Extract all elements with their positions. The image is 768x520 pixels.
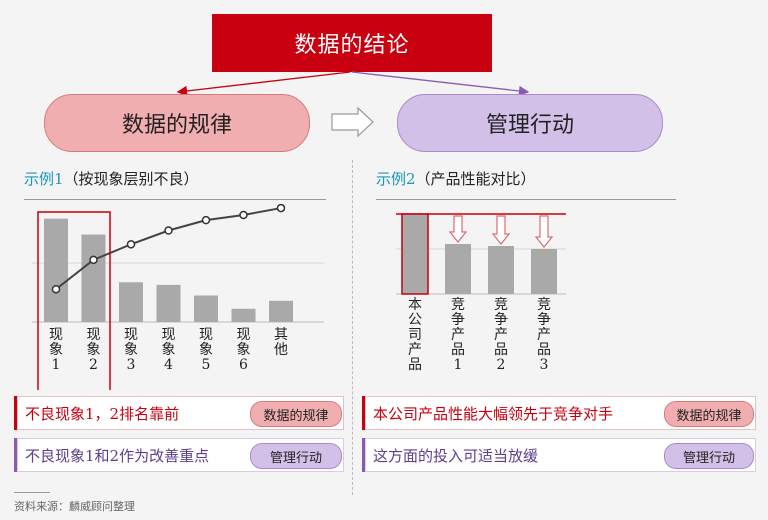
cumulative-point	[164, 226, 173, 235]
pareto-chart	[32, 203, 324, 390]
pattern-pill: 数据的规律	[44, 94, 310, 152]
comparison-bar	[401, 213, 429, 295]
connector-arrows	[176, 71, 530, 138]
comparison-bar	[445, 244, 471, 294]
comparison-bar	[488, 246, 514, 294]
section-divider	[352, 160, 353, 495]
cumulative-point	[89, 255, 98, 265]
right-action-tag-label: 管理行动	[682, 450, 735, 466]
pareto-bar	[81, 234, 106, 322]
right-pattern-tag: 数据的规律	[664, 401, 754, 427]
source-rule	[14, 492, 50, 493]
right-pattern-tag-label: 数据的规律	[676, 408, 742, 424]
example1-subtitle: （按现象层别不良）	[63, 170, 199, 188]
cumulative-point	[126, 240, 136, 249]
example2-subtitle: （产品性能对比）	[415, 170, 536, 188]
example1-title: 示例1（按现象层别不良）	[24, 168, 199, 189]
left-action-text: 不良现象1和2作为改善重点	[25, 446, 210, 465]
action-pill-label: 管理行动	[485, 113, 574, 138]
gap-down-arrow-icon	[448, 215, 468, 243]
action-pill: 管理行动	[397, 94, 663, 152]
left-pattern-text: 不良现象1，2排名靠前	[25, 404, 180, 423]
left-action-tag: 管理行动	[250, 443, 342, 469]
pareto-bar	[231, 308, 256, 322]
pareto-bar	[156, 284, 181, 322]
left-pattern-tag: 数据的规律	[250, 401, 342, 427]
arrow-to-right-pill	[351, 71, 530, 97]
comparison-chart	[396, 213, 566, 295]
left-pattern-tag-label: 数据的规律	[263, 408, 329, 424]
pareto-bar	[269, 300, 293, 322]
highlight-frame	[37, 211, 111, 390]
right-action-tag: 管理行动	[664, 443, 754, 469]
example1-label: 示例1	[24, 170, 64, 188]
left-action-tag-label: 管理行动	[269, 450, 322, 466]
pareto-bar	[119, 282, 143, 322]
pareto-bar	[194, 295, 218, 322]
right-pattern-text: 本公司产品性能大幅领先于竞争对手	[373, 404, 614, 423]
gap-down-arrow-icon	[534, 215, 554, 248]
comparison-label-1: 本公司产品	[408, 297, 422, 373]
cumulative-point	[239, 210, 248, 220]
conclusion-title: 数据的结论	[294, 33, 410, 58]
hollow-right-arrow-icon	[331, 106, 374, 138]
right-action-text: 这方面的投入可适当放缓	[373, 446, 539, 465]
conclusion-title-box: 数据的结论	[212, 14, 492, 72]
example2-title: 示例2（产品性能对比）	[376, 168, 536, 189]
gap-down-arrow-icon	[491, 215, 511, 245]
cumulative-point	[51, 284, 61, 294]
example2-label: 示例2	[376, 170, 416, 188]
pareto-label-7: 其他	[274, 327, 288, 358]
pareto-bar	[44, 218, 68, 322]
pattern-pill-label: 数据的规律	[121, 113, 232, 138]
cumulative-point	[276, 203, 286, 213]
example2-underline	[376, 199, 676, 200]
example1-underline	[24, 199, 326, 200]
arrow-to-left-pill	[176, 71, 351, 97]
source-note: 资料来源：麟威顾问整理	[14, 500, 135, 513]
comparison-bar	[531, 249, 557, 294]
cumulative-point	[201, 215, 211, 225]
